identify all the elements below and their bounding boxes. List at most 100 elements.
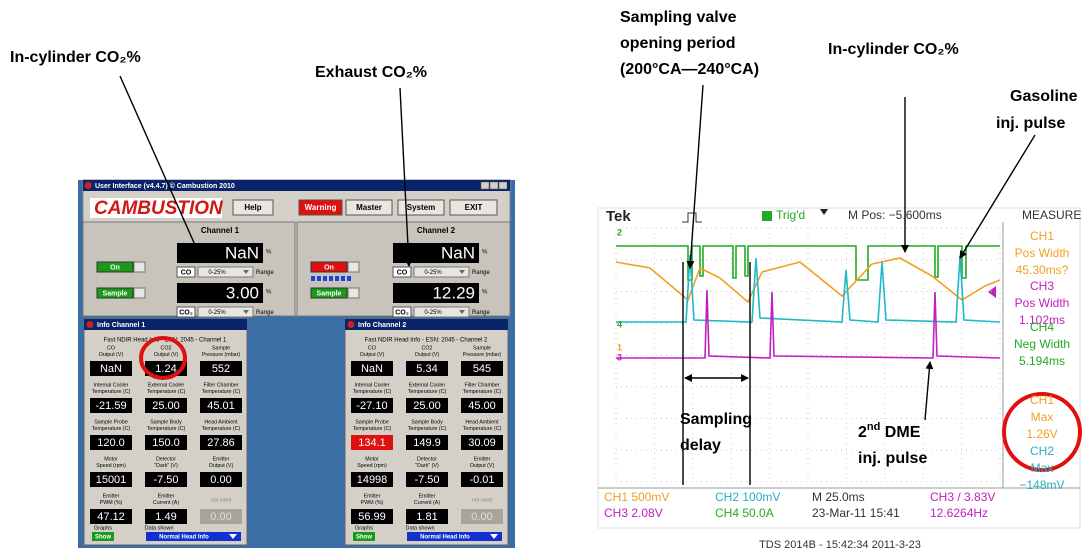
field-label: "Dark" (V) (154, 463, 178, 469)
info-header: Fast NDIR Head Info - ESN: 2045 - Channe… (365, 338, 488, 344)
value-display-text: NaN (441, 243, 475, 262)
channel-marker: 4 (617, 319, 622, 329)
field-label: Temperature (C) (202, 426, 241, 432)
field-value: 5.34 (416, 363, 437, 375)
field-value: 14998 (357, 474, 388, 486)
field-value: -21.59 (95, 400, 126, 412)
data-shown-label: Data shown (405, 525, 434, 531)
channel-button-label: On (324, 264, 334, 271)
field-label: Temperature (C) (202, 389, 241, 395)
field-label: Output (V) (209, 463, 234, 469)
gas-label: CO (397, 269, 408, 276)
field-label: Emitter (474, 456, 491, 462)
field-value: -7.50 (153, 474, 178, 486)
field-value: 0.00 (471, 511, 492, 523)
scope-status: CH3 / 3.83V (930, 490, 995, 504)
annotation: opening period (620, 35, 736, 52)
field-label: Output (V) (415, 352, 440, 358)
scope-brand: Tek (606, 208, 631, 225)
field-label: Motor (365, 456, 379, 462)
field-label: "Dark" (V) (415, 463, 439, 469)
unit: % (482, 290, 488, 296)
field-label: Sample (473, 345, 491, 351)
field-label: Speed (rpm) (96, 463, 126, 469)
measurement: −148mV (1019, 478, 1064, 492)
value-display-text: NaN (225, 243, 259, 262)
field-label: Output (V) (360, 352, 385, 358)
button-dropdown[interactable] (348, 288, 359, 298)
field-label: Filter Chamber (464, 382, 499, 388)
field-label: Output (V) (154, 352, 179, 358)
annotation: In-cylinder CO₂% (10, 49, 141, 66)
trigger-status: Trig'd (776, 208, 805, 222)
channel-title: Channel 2 (417, 226, 456, 235)
graphs-label: Graphs (94, 525, 112, 531)
field-value: -7.50 (414, 474, 439, 486)
measure-title: MEASURE (1022, 208, 1081, 222)
field-label: Head Ambient (465, 419, 499, 425)
field-label: Temperature (C) (463, 389, 502, 395)
field-label: Sample Probe (355, 419, 389, 425)
annotation: Gasoline (1010, 88, 1078, 105)
field-value: 47.12 (97, 511, 125, 523)
toolbar-button-label: Help (244, 203, 261, 212)
field-label: not used (211, 497, 231, 503)
button-dropdown[interactable] (134, 288, 145, 298)
field-value: -27.10 (356, 400, 387, 412)
field-value: 545 (473, 363, 491, 375)
measurement: 1.26V (1026, 427, 1057, 441)
measurement: CH3 (1030, 279, 1054, 293)
channel-button-label: On (110, 264, 120, 271)
field-label: Current (A) (414, 500, 440, 506)
field-value: 0.00 (210, 474, 231, 486)
field-label: Temperature (C) (147, 426, 186, 432)
measurement: Pos Width (1015, 246, 1070, 260)
range-option: 0-25% (424, 310, 442, 316)
progress-bar (311, 276, 351, 281)
app-icon (348, 321, 355, 328)
field-label: Internal Cooler (94, 382, 129, 388)
scope-screen (598, 208, 1080, 528)
field-label: CO (368, 345, 376, 351)
data-selection: Normal Head Info (420, 535, 470, 541)
field-label: not used (472, 497, 492, 503)
field-label: CO2 (161, 345, 172, 351)
field-value: 0.00 (210, 511, 231, 523)
scope-status: CH1 500mV (604, 490, 669, 504)
annotation-text: DME (880, 424, 920, 441)
field-label: Speed (rpm) (357, 463, 387, 469)
field-value: 45.00 (468, 400, 496, 412)
field-label: External Cooler (409, 382, 446, 388)
field-label: Filter Chamber (203, 382, 238, 388)
range-option: 0-25% (424, 270, 442, 276)
annotation: Sampling valve (620, 9, 737, 26)
measurement: Pos Width (1015, 296, 1070, 310)
unit: % (266, 250, 272, 256)
graphs-label: Graphs (355, 525, 373, 531)
annotation: delay (680, 437, 721, 454)
value-display-text: 3.00 (226, 283, 259, 302)
field-label: Temperature (C) (353, 426, 392, 432)
toolbar-button-label: EXIT (465, 203, 483, 212)
field-label: Sample Body (150, 419, 182, 425)
button-dropdown[interactable] (348, 262, 359, 272)
gas-label: CO (181, 269, 192, 276)
info-title: Info Channel 2 (358, 322, 406, 329)
field-label: Temperature (C) (353, 389, 392, 395)
field-label: PWM (%) (100, 500, 123, 506)
field-label: Sample Probe (94, 419, 128, 425)
unit: % (482, 250, 488, 256)
measurement: CH1 (1030, 229, 1054, 243)
field-value: 30.09 (468, 437, 496, 449)
field-label: Internal Cooler (355, 382, 390, 388)
field-label: Output (V) (470, 463, 495, 469)
toolbar-button-label: System (407, 203, 435, 212)
scope-status: 23-Mar-11 15:41 (812, 506, 900, 520)
field-label: Motor (104, 456, 118, 462)
scope-status: M 25.0ms (812, 490, 865, 504)
measurement: 45.30ms? (1016, 263, 1069, 277)
button-dropdown[interactable] (134, 262, 145, 272)
field-value: 15001 (96, 474, 127, 486)
channel-marker: 1 (617, 342, 622, 352)
field-label: Temperature (C) (92, 426, 131, 432)
